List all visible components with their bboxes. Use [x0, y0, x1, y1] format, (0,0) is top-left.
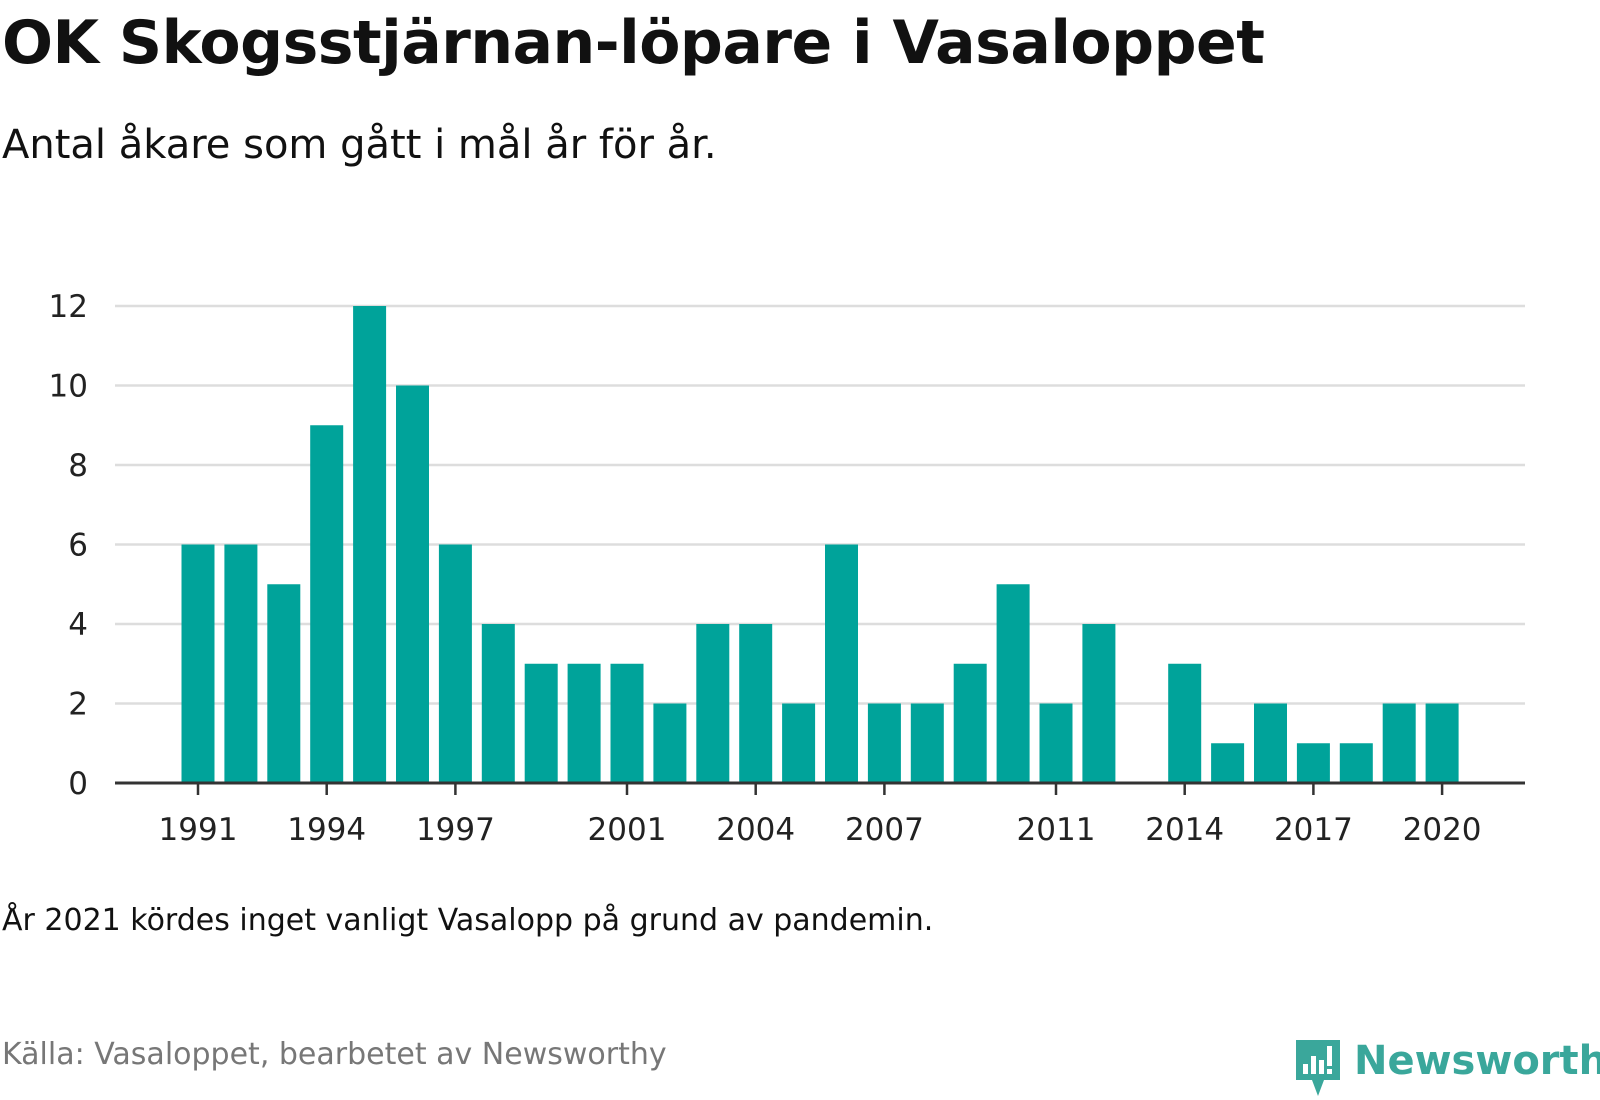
x-tick-label: 2020 [1403, 812, 1482, 848]
bar-2019 [1382, 703, 1416, 783]
x-tick-label: 2011 [1017, 812, 1096, 848]
bar-2002 [653, 703, 687, 783]
bar-2007 [867, 703, 901, 783]
bar-1996 [396, 385, 429, 783]
bar-2005 [782, 703, 816, 783]
x-tick-label: 2007 [845, 812, 924, 848]
bar-1994 [310, 425, 344, 783]
brand-name: Newsworthy [1354, 1038, 1600, 1084]
newsworthy-logo-icon [1296, 1040, 1340, 1096]
y-tick-label: 8 [68, 448, 88, 484]
chart-subtitle: Antal åkare som gått i mål år för år. [2, 122, 717, 168]
bar-1997 [438, 544, 472, 783]
bar-2003 [696, 624, 730, 783]
bar-1993 [267, 584, 301, 783]
bar-chart: 0 2 4 6 8 10 12 1991 1994 1997 2001 2004 2007 2011 20… [49, 289, 1525, 848]
y-tick-label: 10 [49, 369, 88, 405]
bar-1998 [481, 624, 515, 783]
x-tick-label: 2004 [716, 812, 795, 848]
bar-2006 [825, 544, 858, 783]
bar-2011 [1039, 703, 1073, 783]
bar-2017 [1296, 743, 1330, 783]
bar-2015 [1211, 743, 1245, 783]
y-tick-label: 4 [68, 607, 88, 643]
bar-1999 [524, 663, 558, 783]
bar-2009 [953, 663, 987, 783]
bar-2018 [1339, 743, 1373, 783]
grid-lines [115, 304, 1525, 705]
y-tick-label: 6 [68, 528, 88, 564]
x-tick-label: 2017 [1274, 812, 1353, 848]
x-tick-label: 2014 [1145, 812, 1224, 848]
bar-1995 [353, 306, 387, 783]
x-tick-label: 1991 [159, 812, 238, 848]
x-tick-label: 1997 [416, 812, 495, 848]
chart-title: OK Skogsstjärnan-löpare i Vasaloppet [2, 8, 1265, 78]
x-tick-label: 2001 [588, 812, 667, 848]
brand-logo[interactable]: Newsworthy [1294, 1038, 1600, 1100]
bar-2004 [739, 624, 773, 783]
bar-2000 [567, 663, 601, 783]
bar-2010 [996, 584, 1030, 783]
bar-2014 [1168, 663, 1202, 783]
y-axis-ticks: 0 2 4 6 8 10 12 [49, 289, 88, 802]
bar-2001 [610, 663, 644, 783]
bar-2016 [1254, 703, 1287, 783]
bars [181, 306, 1459, 783]
bar-2020 [1425, 703, 1459, 783]
y-tick-label: 2 [68, 687, 88, 723]
y-tick-label: 0 [68, 766, 88, 802]
source-credit: Källa: Vasaloppet, bearbetet av Newswort… [2, 1037, 667, 1072]
bar-1991 [181, 544, 215, 783]
y-tick-label: 12 [49, 289, 88, 325]
bar-1992 [224, 544, 258, 783]
chart-note: År 2021 kördes inget vanligt Vasalopp på… [2, 903, 934, 938]
x-tick-label: 1994 [287, 812, 366, 848]
x-axis-ticks: 1991 1994 1997 2001 2004 2007 2011 2014 2017 2020 [159, 783, 1482, 848]
bar-2012 [1082, 624, 1116, 783]
bar-2008 [910, 703, 944, 783]
